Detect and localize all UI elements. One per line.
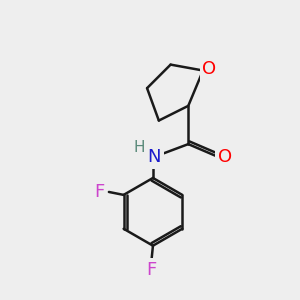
Text: H: H bbox=[133, 140, 145, 155]
Text: F: F bbox=[94, 183, 105, 201]
Text: O: O bbox=[202, 60, 217, 78]
Text: O: O bbox=[218, 148, 232, 166]
Text: N: N bbox=[148, 148, 161, 166]
Text: F: F bbox=[146, 261, 157, 279]
